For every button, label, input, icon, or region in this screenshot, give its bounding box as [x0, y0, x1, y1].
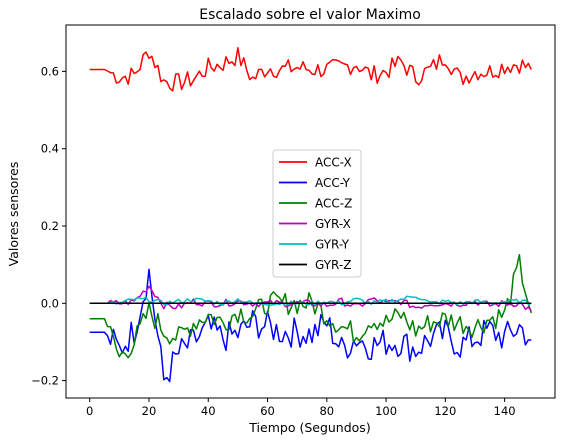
plot-area: [65, 24, 556, 399]
legend-label: GYR-Y: [315, 238, 350, 252]
y-tick-label: 0.4: [41, 142, 59, 156]
plot-frame: [65, 24, 556, 399]
legend: ACC-X ACC-Y ACC-Z GYR-X GYR-Y GYR-Z: [272, 149, 362, 278]
x-tick-label: 80: [319, 404, 334, 418]
legend-label: GYR-X: [315, 217, 351, 231]
x-tick-label: 120: [434, 404, 456, 418]
series-line-acc-z: [89, 253, 533, 359]
x-tick-label: 20: [142, 404, 157, 418]
legend-label: GYR-Z: [315, 258, 351, 272]
x-axis: 0 20 40 60 80 100 120 140: [86, 398, 516, 418]
chart-title: Escalado sobre el valor Maximo: [199, 7, 421, 23]
series-line-acc-x: [89, 46, 532, 92]
series-line-acc-y: [89, 268, 532, 383]
legend-label: ACC-X: [315, 156, 352, 170]
x-axis-title: Tiempo (Segundos): [248, 420, 370, 435]
y-axis-title: Valores sensores: [6, 162, 21, 267]
y-tick-label: −0.2: [31, 374, 59, 388]
x-tick-label: 100: [375, 404, 397, 418]
y-tick-label: 0.2: [41, 219, 59, 233]
y-tick-label: 0.6: [41, 64, 59, 78]
x-tick-label: 40: [201, 404, 216, 418]
x-tick-label: 140: [494, 404, 516, 418]
legend-label: ACC-Y: [315, 176, 351, 190]
legend-label: ACC-Z: [315, 197, 352, 211]
y-axis: −0.2 0.0 0.2 0.4 0.6: [31, 64, 66, 388]
x-tick-label: 60: [260, 404, 275, 418]
x-tick-label: 0: [86, 404, 93, 418]
y-tick-label: 0.0: [41, 296, 59, 310]
